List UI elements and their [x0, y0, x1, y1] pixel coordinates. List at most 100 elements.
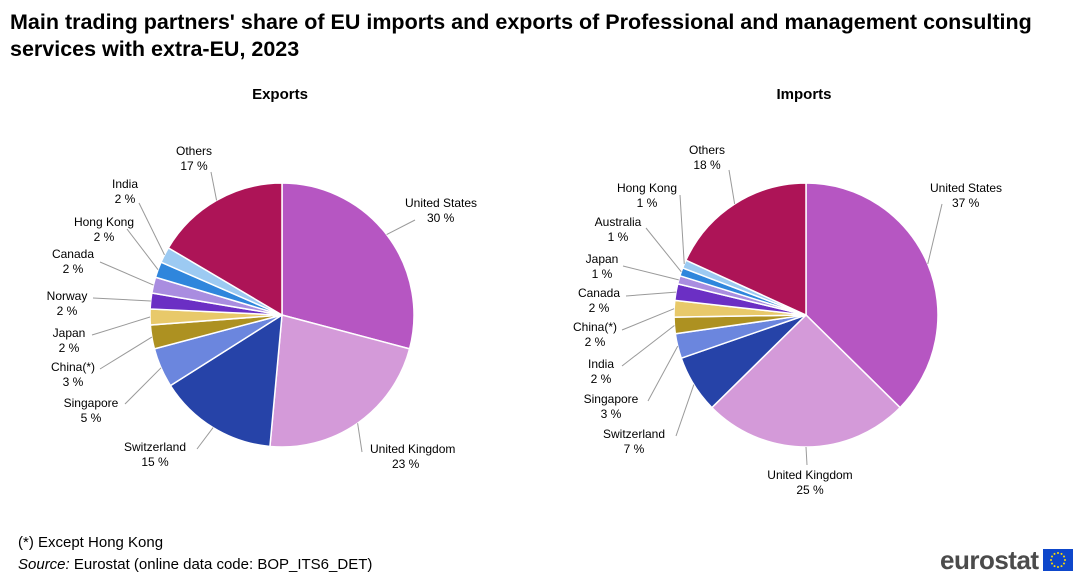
- exports-label-name-india: India: [112, 177, 138, 191]
- exports-data-label-japan: Japan 2 %: [53, 326, 86, 355]
- exports-label-name-united-states: United States: [405, 196, 477, 210]
- exports-label-name-japan: Japan: [53, 326, 86, 340]
- exports-slice-switzerland[interactable]: [169, 313, 283, 448]
- chart-title: Main trading partners' share of EU impor…: [10, 10, 1032, 61]
- exports-label-value-switzerland: 15 %: [141, 455, 169, 469]
- imports-label-name-australia: Australia: [595, 215, 642, 229]
- imports-label-value-india: 2 %: [591, 372, 612, 386]
- exports-label-value-others: 17 %: [180, 159, 208, 173]
- exports-data-label-canada: Canada 2 %: [52, 247, 94, 276]
- footnote: (*) Except Hong Kong: [18, 534, 164, 551]
- imports-data-label-united-states: United States 37 %: [930, 181, 1002, 210]
- source-text: Eurostat (online data code: BOP_ITS6_DET…: [69, 556, 373, 573]
- imports-leader-line-singapore: [647, 345, 679, 402]
- exports-leader-line-united-kingdom: [357, 423, 363, 453]
- exports-label-value-hong-kong: 2 %: [94, 230, 115, 244]
- imports-pie: Imports United States 37 % United Kingdom 25…: [573, 86, 1002, 497]
- imports-label-name-hong-kong: Hong Kong: [617, 181, 677, 195]
- exports-label-name-switzerland: Switzerland: [124, 440, 186, 454]
- imports-leader-line-china: [621, 308, 675, 331]
- exports-label-name-singapore: Singapore: [64, 396, 119, 410]
- exports-label-value-japan: 2 %: [59, 341, 80, 355]
- imports-leader-line-others: [728, 169, 736, 205]
- exports-pie-title: Exports: [252, 86, 308, 103]
- imports-label-name-canada: Canada: [578, 286, 620, 300]
- exports-label-value-united-states: 30 %: [427, 211, 455, 225]
- imports-label-name-united-kingdom: United Kingdom: [767, 468, 852, 482]
- exports-label-name-norway: Norway: [47, 289, 88, 303]
- imports-data-label-singapore: Singapore 3 %: [584, 392, 639, 421]
- imports-label-value-others: 18 %: [693, 158, 721, 172]
- imports-label-value-australia: 1 %: [608, 230, 629, 244]
- imports-label-name-india: India: [588, 357, 614, 371]
- exports-leader-line-others: [210, 171, 218, 201]
- exports-label-value-singapore: 5 %: [81, 411, 102, 425]
- imports-label-value-united-kingdom: 25 %: [796, 483, 824, 497]
- source-label: Source:: [18, 556, 70, 573]
- exports-label-value-norway: 2 %: [57, 304, 78, 318]
- exports-pie: Exports United States 30 % United Kingdom 23…: [47, 86, 477, 471]
- imports-leader-line-united-states: [927, 203, 943, 265]
- imports-data-label-hong-kong: Hong Kong 1 %: [617, 181, 677, 210]
- exports-label-name-others: Others: [176, 144, 212, 158]
- imports-label-value-united-states: 37 %: [952, 196, 980, 210]
- exports-data-label-united-states: United States 30 %: [405, 196, 477, 225]
- imports-label-value-hong-kong: 1 %: [637, 196, 658, 210]
- imports-data-label-switzerland: Switzerland 7 %: [603, 427, 665, 456]
- imports-slice-others[interactable]: [684, 182, 807, 317]
- exports-leader-line-hong-kong: [126, 228, 159, 270]
- exports-data-label-china: China(*) 3 %: [51, 360, 95, 389]
- imports-data-label-japan: Japan 1 %: [586, 252, 619, 281]
- imports-data-label-china: China(*) 2 %: [573, 320, 617, 349]
- imports-leader-line-japan: [622, 265, 679, 281]
- exports-leader-line-canada: [99, 261, 154, 286]
- imports-label-value-japan: 1 %: [592, 267, 613, 281]
- eu-flag-icon: [1042, 549, 1073, 571]
- imports-label-name-china: China(*): [573, 320, 617, 334]
- exports-label-value-india: 2 %: [115, 192, 136, 206]
- imports-leader-line-switzerland: [675, 384, 695, 437]
- exports-data-label-hong-kong: Hong Kong 2 %: [74, 215, 134, 244]
- imports-data-label-united-kingdom: United Kingdom 25 %: [767, 468, 852, 497]
- exports-leader-line-china: [99, 336, 153, 370]
- imports-label-value-canada: 2 %: [589, 301, 610, 315]
- imports-leader-line-united-kingdom: [805, 446, 808, 466]
- imports-label-name-switzerland: Switzerland: [603, 427, 665, 441]
- imports-leader-line-india: [621, 325, 675, 367]
- imports-data-label-canada: Canada 2 %: [578, 286, 620, 315]
- imports-pie-title: Imports: [776, 86, 831, 103]
- imports-data-label-others: Others 18 %: [689, 143, 725, 172]
- imports-leader-line-hong-kong: [679, 194, 685, 265]
- imports-label-name-others: Others: [689, 143, 725, 157]
- imports-leader-line-australia: [645, 227, 682, 273]
- exports-label-value-united-kingdom: 23 %: [392, 457, 420, 471]
- exports-label-name-canada: Canada: [52, 247, 94, 261]
- imports-label-value-switzerland: 7 %: [624, 442, 645, 456]
- imports-label-name-singapore: Singapore: [584, 392, 639, 406]
- exports-leader-line-switzerland: [196, 427, 214, 450]
- exports-leader-line-india: [138, 202, 165, 256]
- eurostat-logo-text: eurostat: [940, 545, 1039, 575]
- imports-data-label-india: India 2 %: [588, 357, 614, 386]
- exports-data-label-singapore: Singapore 5 %: [64, 396, 119, 425]
- exports-label-name-hong-kong: Hong Kong: [74, 215, 134, 229]
- imports-slice-united-states[interactable]: [805, 182, 939, 409]
- imports-slice-united-kingdom[interactable]: [710, 313, 902, 448]
- exports-leader-line-singapore: [124, 367, 162, 405]
- exports-leader-line-norway: [92, 297, 151, 302]
- eurostat-logo[interactable]: eurostat: [940, 547, 1073, 573]
- imports-data-label-australia: Australia 1 %: [595, 215, 642, 244]
- exports-leader-line-japan: [91, 316, 151, 336]
- imports-label-name-united-states: United States: [930, 181, 1002, 195]
- exports-data-label-india: India 2 %: [112, 177, 138, 206]
- exports-data-label-others: Others 17 %: [176, 144, 212, 173]
- exports-label-value-china: 3 %: [63, 375, 84, 389]
- exports-leader-line-united-states: [386, 219, 416, 235]
- imports-leader-line-canada: [625, 291, 677, 297]
- exports-slice-others[interactable]: [167, 182, 283, 317]
- imports-label-name-japan: Japan: [586, 252, 619, 266]
- exports-label-value-canada: 2 %: [63, 262, 84, 276]
- exports-data-label-switzerland: Switzerland 15 %: [124, 440, 186, 469]
- imports-label-value-china: 2 %: [585, 335, 606, 349]
